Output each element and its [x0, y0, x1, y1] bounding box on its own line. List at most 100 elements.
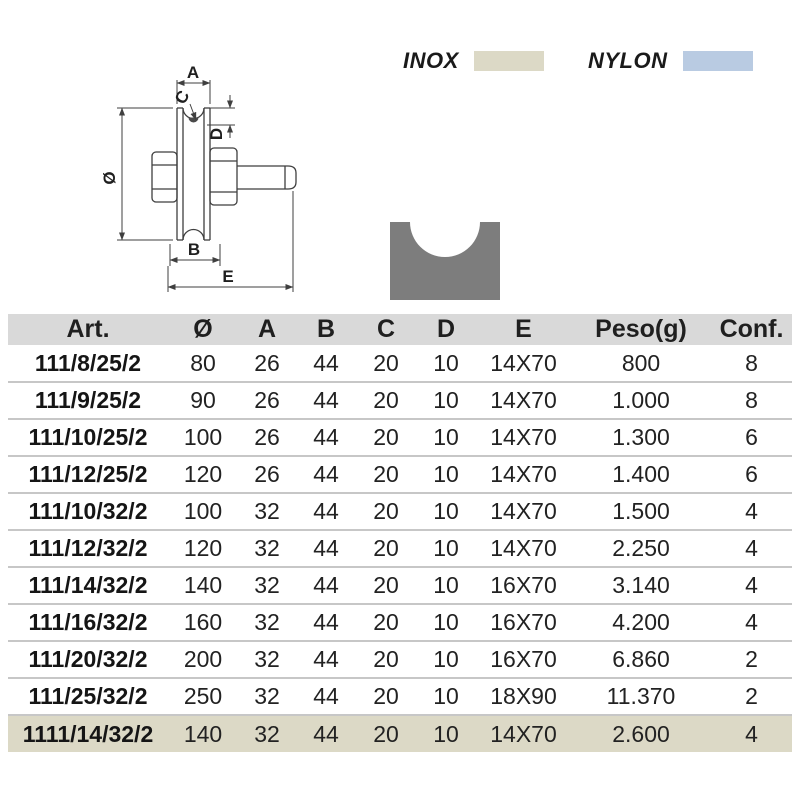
left-nut: [151, 151, 178, 203]
header-d: D: [416, 314, 476, 345]
cell-art: 1111/14/32/2: [22, 720, 154, 747]
cell-b: 44: [313, 424, 339, 450]
cell-peso: 3.140: [612, 572, 670, 598]
cell-d: 10: [433, 424, 459, 450]
cell-peso: 1.300: [612, 424, 670, 450]
cell-conf: 8: [745, 387, 758, 413]
cell-e: 14X70: [490, 498, 557, 524]
cell-d: 10: [433, 498, 459, 524]
cell-c: 20: [373, 609, 399, 635]
cell-a: 26: [254, 424, 280, 450]
cell-art: 111/9/25/2: [34, 387, 142, 413]
table-row: 111/14/32/2 140 32 44 20 10 16X70 3.140 4: [8, 567, 792, 604]
cell-art: 111/25/32/2: [28, 683, 148, 709]
header-art: Art.: [8, 314, 168, 345]
cell-dia: 140: [183, 720, 223, 747]
inox-label: INOX: [403, 48, 459, 73]
cell-dia: 100: [183, 424, 223, 450]
nylon-label: NYLON: [588, 48, 668, 73]
cell-art: 111/10/32/2: [28, 498, 148, 524]
cell-c: 20: [373, 424, 399, 450]
cell-conf: 2: [745, 646, 758, 672]
right-nut: [209, 147, 238, 206]
cell-peso: 6.860: [612, 646, 670, 672]
cell-conf: 4: [745, 498, 758, 524]
u-groove-shape: [390, 222, 500, 300]
dim-label-d: D: [207, 128, 226, 140]
cell-e: 16X70: [490, 572, 557, 598]
cell-e: 14X70: [490, 535, 557, 561]
cell-conf: 4: [745, 572, 758, 598]
cell-a: 32: [254, 535, 280, 561]
cell-dia: 120: [183, 461, 223, 487]
cell-a: 32: [254, 720, 280, 747]
cell-c: 20: [373, 387, 399, 413]
cell-b: 44: [313, 609, 339, 635]
cell-d: 10: [433, 720, 459, 747]
cell-b: 44: [313, 683, 339, 709]
inox-color-swatch: [473, 51, 544, 71]
cell-b: 44: [313, 572, 339, 598]
table-row: 111/8/25/2 80 26 44 20 10 14X70 800 8: [8, 345, 792, 382]
table-row: 111/12/32/2 120 32 44 20 10 14X70 2.250 4: [8, 530, 792, 567]
cell-conf: 4: [745, 609, 758, 635]
cell-dia: 100: [183, 498, 223, 524]
cell-b: 44: [313, 535, 339, 561]
cell-b: 44: [313, 498, 339, 524]
cell-peso: 1.000: [612, 387, 670, 413]
cell-conf: 6: [745, 461, 758, 487]
cell-conf: 4: [745, 535, 758, 561]
cell-d: 10: [433, 535, 459, 561]
header-b: B: [296, 314, 356, 345]
cell-art: 111/8/25/2: [34, 349, 142, 376]
cell-c: 20: [373, 498, 399, 524]
cell-conf: 4: [745, 720, 758, 747]
cell-b: 44: [313, 349, 339, 376]
cell-d: 10: [433, 609, 459, 635]
cell-dia: 200: [183, 646, 223, 672]
cell-e: 18X90: [490, 683, 557, 709]
cell-d: 10: [433, 461, 459, 487]
table-row: 111/25/32/2 250 32 44 20 10 18X90 11.370 2: [8, 678, 792, 715]
cell-conf: 8: [745, 349, 758, 376]
header-diameter: Ø: [168, 314, 238, 345]
cell-c: 20: [373, 720, 399, 747]
cell-d: 10: [433, 683, 459, 709]
cell-dia: 120: [183, 535, 223, 561]
cell-a: 26: [254, 387, 280, 413]
cell-peso: 800: [621, 349, 661, 376]
cell-e: 14X70: [490, 349, 557, 376]
header-c: C: [356, 314, 416, 345]
spec-table-body: 111/8/25/2 80 26 44 20 10 14X70 800 8 111/9/25/2 9…: [8, 345, 792, 752]
cell-dia: 160: [183, 609, 223, 635]
cell-dia: 250: [183, 683, 223, 709]
cell-d: 10: [433, 387, 459, 413]
cell-a: 32: [254, 498, 280, 524]
cell-c: 20: [373, 535, 399, 561]
cell-peso: 1.400: [612, 461, 670, 487]
cell-art: 111/16/32/2: [28, 609, 148, 635]
cell-c: 20: [373, 349, 399, 376]
cell-peso: 4.200: [612, 609, 670, 635]
spec-table-head: Art. Ø A B C D E Peso(g) Conf.: [8, 314, 792, 345]
table-row: 111/12/25/2 120 26 44 20 10 14X70 1.400 6: [8, 456, 792, 493]
header-peso: Peso(g): [571, 314, 711, 345]
cell-d: 10: [433, 646, 459, 672]
cell-e: 14X70: [490, 720, 557, 747]
cell-a: 32: [254, 683, 280, 709]
table-row: 111/20/32/2 200 32 44 20 10 16X70 6.860 2: [8, 641, 792, 678]
dim-label-a: A: [187, 63, 199, 82]
cell-peso: 2.250: [612, 535, 670, 561]
cell-art: 111/10/25/2: [28, 424, 148, 450]
legend-item-inox: INOX: [403, 48, 544, 74]
spec-table: Art. Ø A B C D E Peso(g) Conf. 111/8/25/…: [8, 314, 792, 752]
shaft: [237, 165, 297, 190]
cell-b: 44: [313, 646, 339, 672]
cell-a: 32: [254, 572, 280, 598]
cell-dia: 90: [190, 387, 216, 413]
cell-c: 20: [373, 461, 399, 487]
groove-profile-icon: [390, 222, 500, 300]
cell-art: 111/12/32/2: [28, 535, 148, 561]
cell-a: 26: [254, 461, 280, 487]
cell-e: 14X70: [490, 387, 557, 413]
